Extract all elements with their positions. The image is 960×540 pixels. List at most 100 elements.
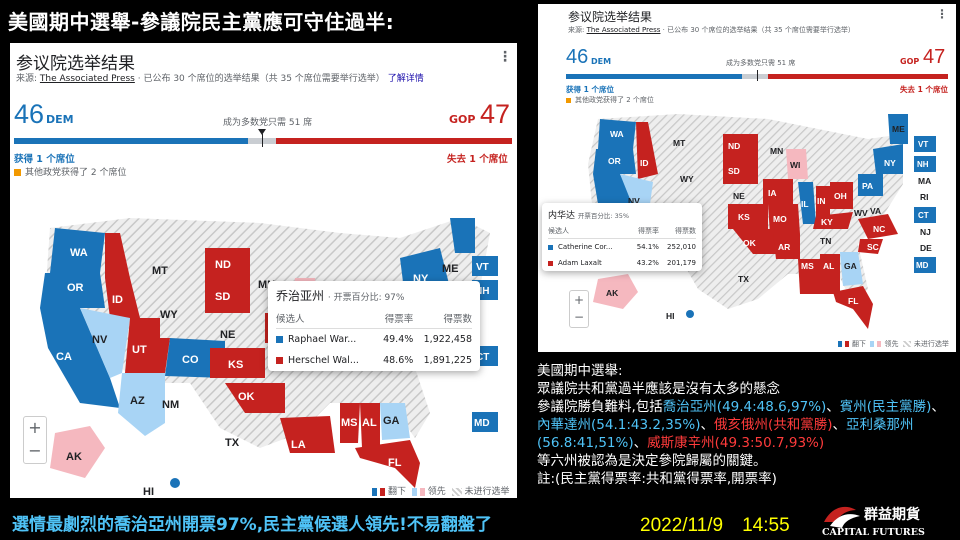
svg-text:OK: OK xyxy=(743,238,757,248)
state-ca[interactable] xyxy=(40,308,120,408)
table-row: Catherine Cor... 54.1% 252,010 xyxy=(548,239,696,256)
svg-text:OH: OH xyxy=(834,191,847,201)
candidate-rate: 43.2% xyxy=(636,259,659,267)
state-hi[interactable] xyxy=(170,478,180,488)
svg-text:GA: GA xyxy=(383,415,400,427)
nevada-tooltip: 内华达 开票百分比: 35% 候选人 得票率 得票数 Catherine Cor… xyxy=(542,203,702,271)
svg-text:NV: NV xyxy=(92,334,108,346)
more-options-icon[interactable]: ⋮ xyxy=(936,7,948,21)
state-wi[interactable] xyxy=(786,149,808,179)
svg-text:AR: AR xyxy=(778,242,790,252)
dem-label: DEM xyxy=(591,57,612,66)
other-bar xyxy=(742,74,768,79)
svg-text:MT: MT xyxy=(673,138,686,148)
learn-more-link[interactable]: 了解详情 xyxy=(387,74,424,84)
state-ms[interactable] xyxy=(798,259,820,294)
state-ak[interactable] xyxy=(50,426,105,478)
state-ga[interactable] xyxy=(380,403,410,440)
state-ky[interactable] xyxy=(813,212,853,229)
state-ga[interactable] xyxy=(840,252,863,286)
legend-dem-leading-swatch-icon xyxy=(411,487,417,496)
state-la[interactable] xyxy=(280,416,335,453)
state-fl[interactable] xyxy=(833,286,873,329)
logo-swoosh-icon xyxy=(824,506,856,522)
svg-text:MD: MD xyxy=(474,418,490,429)
state-ms[interactable] xyxy=(340,403,360,443)
candidate-rate: 48.6% xyxy=(383,355,414,366)
candidate-rate: 49.4% xyxy=(383,334,414,345)
source-link[interactable]: The Associated Press xyxy=(586,26,661,34)
state-id[interactable] xyxy=(636,122,658,179)
legend-gop-leading-swatch-icon xyxy=(419,487,425,496)
bottom-caption: 選情最劇烈的喬治亞州開票97%,民主黨候選人領先!不易翻盤了 xyxy=(12,515,492,535)
state-ak[interactable] xyxy=(593,274,638,309)
svg-text:PA: PA xyxy=(862,181,873,191)
state-ks[interactable] xyxy=(210,348,265,378)
state-oh[interactable] xyxy=(830,182,853,209)
state-wa[interactable] xyxy=(50,228,105,273)
state-ia[interactable] xyxy=(763,179,793,204)
candidate-name: Raphael War... xyxy=(288,334,357,345)
gain-text: 获得 1 个席位 xyxy=(14,154,75,165)
state-id[interactable] xyxy=(105,233,140,318)
gop-seat-count: 47 xyxy=(480,99,511,129)
source-link[interactable]: The Associated Press xyxy=(39,74,135,84)
state-nd[interactable] xyxy=(205,248,250,278)
state-ar[interactable] xyxy=(773,234,800,259)
zoom-in-button[interactable]: + xyxy=(28,418,42,437)
commentary-key-states: 參議院勝負難料,包括喬治亞州(49.4:48.6,97%)、賓州(民主黨勝)、內… xyxy=(537,399,945,451)
zoom-in-button[interactable]: + xyxy=(573,293,585,307)
state-sc[interactable] xyxy=(858,239,883,254)
candidate-votes: 201,179 xyxy=(667,259,696,267)
gop-label: GOP xyxy=(449,113,476,126)
state-nd[interactable] xyxy=(723,134,758,159)
col-votes: 得票数 xyxy=(443,314,472,325)
state-ks[interactable] xyxy=(728,204,768,229)
svg-text:VA: VA xyxy=(870,206,881,216)
state-al[interactable] xyxy=(360,403,380,448)
svg-text:KS: KS xyxy=(738,212,750,222)
state-fl[interactable] xyxy=(355,440,420,488)
state-pa[interactable] xyxy=(858,174,883,196)
more-options-icon[interactable]: ⋮ xyxy=(498,49,512,65)
svg-text:NE: NE xyxy=(733,191,745,201)
zoom-out-button[interactable]: − xyxy=(28,441,42,460)
svg-text:TX: TX xyxy=(225,437,240,449)
state-sd[interactable] xyxy=(723,159,758,184)
legend-not-held: 未进行选举 xyxy=(913,340,949,348)
state-sd[interactable] xyxy=(205,278,250,313)
state-hi[interactable] xyxy=(686,310,694,318)
svg-text:MD: MD xyxy=(916,261,929,270)
state-nv[interactable] xyxy=(80,308,130,378)
ohio-result: 俄亥俄州(共和黨勝) xyxy=(714,417,833,433)
state-or[interactable] xyxy=(593,149,636,174)
state-al[interactable] xyxy=(820,254,840,294)
timestamp: 2022/11/9 14:55 xyxy=(640,515,790,536)
state-ny[interactable] xyxy=(873,144,903,174)
state-il[interactable] xyxy=(798,182,816,224)
gain-text: 获得 1 个席位 xyxy=(566,85,614,94)
state-me-area[interactable] xyxy=(450,218,475,253)
state-ok[interactable] xyxy=(733,229,780,254)
svg-text:NJ: NJ xyxy=(920,227,931,237)
svg-text:NY: NY xyxy=(884,158,896,168)
gop-bar xyxy=(768,74,948,79)
source-prefix: 来源: xyxy=(568,26,585,34)
zoom-out-button[interactable]: − xyxy=(573,310,585,324)
state-az[interactable] xyxy=(118,373,165,436)
svg-text:NE: NE xyxy=(220,329,235,341)
state-wa[interactable] xyxy=(598,119,636,149)
state-or[interactable] xyxy=(40,273,105,308)
svg-text:CT: CT xyxy=(918,211,929,220)
state-ut[interactable] xyxy=(125,318,170,373)
state-nc[interactable] xyxy=(858,214,898,239)
state-ok[interactable] xyxy=(225,383,285,413)
svg-text:OK: OK xyxy=(238,391,255,403)
legend-gop-swatch-icon xyxy=(845,341,849,347)
svg-text:ND: ND xyxy=(215,259,231,271)
state-mo[interactable] xyxy=(768,204,800,234)
us-senate-map[interactable]: VT NH CT MD WA OR CA ID NV MT WY ND SD N… xyxy=(558,104,956,342)
col-rate: 得票率 xyxy=(384,314,414,325)
state-me-area[interactable] xyxy=(888,114,908,144)
state-in[interactable] xyxy=(816,186,830,216)
